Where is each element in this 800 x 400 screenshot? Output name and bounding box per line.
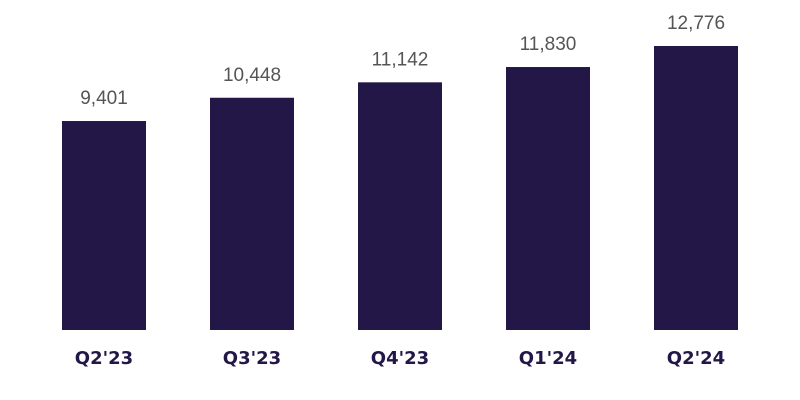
value-label: 12,776 [667, 13, 725, 34]
value-label: 11,142 [372, 49, 429, 70]
category-label: Q3'23 [223, 348, 281, 369]
bar [654, 46, 738, 330]
bar [358, 82, 442, 330]
category-label: Q2'24 [667, 348, 725, 369]
bar [62, 121, 146, 330]
bar [506, 67, 590, 330]
value-label: 10,448 [223, 65, 281, 86]
value-label: 11,830 [520, 34, 577, 55]
category-label: Q1'24 [519, 348, 577, 369]
value-label: 9,401 [80, 88, 128, 109]
bar [210, 97, 294, 330]
category-label: Q2'23 [75, 348, 133, 369]
category-label: Q4'23 [371, 348, 429, 369]
